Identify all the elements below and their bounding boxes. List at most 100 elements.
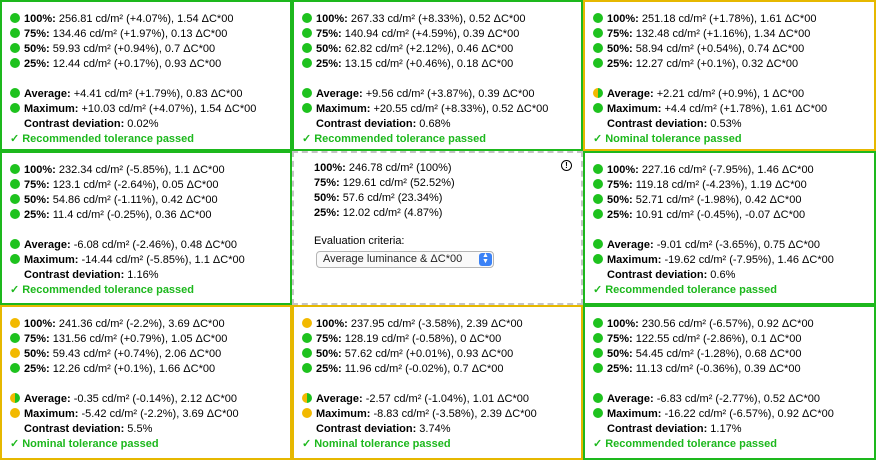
status-dot-icon [593,239,603,249]
maximum-row: Maximum: +20.55 cd/m² (+8.33%), 0.52 ΔC*… [302,103,548,116]
level-row: 50%: 57.62 cd/m² (+0.01%), 0.93 ΔC*00 [302,348,513,361]
level-value: 11.96 cd/m² (-0.02%), 0.7 ΔC*00 [341,363,504,375]
status-dot-icon [593,333,603,343]
level-value: 227.16 cd/m² (-7.95%), 1.46 ΔC*00 [638,164,814,176]
level-value: 140.94 cd/m² (+4.59%), 0.39 ΔC*00 [341,28,520,40]
status-dot-icon [593,164,603,174]
average-row: Average: -2.57 cd/m² (-1.04%), 1.01 ΔC*0… [302,393,529,406]
status-dot-icon [10,209,20,219]
reference-value: 246.78 cd/m² (100%) [345,162,452,174]
reference-row: 100%: 246.78 cd/m² (100%) [314,162,452,175]
contrast-value: 0.53% [707,118,742,130]
contrast-value: 0.02% [124,118,159,130]
criteria-select[interactable]: Average luminance & ΔC*00 ▲ ▼ [316,251,494,268]
contrast-row: Contrast deviation: 5.5% [24,423,152,436]
status-dot-icon [302,13,312,23]
maximum-value: +20.55 cd/m² (+8.33%), 0.52 ΔC*00 [370,103,549,115]
level-value: 241.36 cd/m² (-2.2%), 3.69 ΔC*00 [55,318,225,330]
status-dot-icon [593,254,603,264]
level-label: 50%: [607,43,633,55]
reference-label: 50%: [314,192,340,204]
reference-label: 100%: [314,162,346,174]
status-dot-icon [10,43,20,53]
level-label: 75%: [24,28,50,40]
average-row: Average: -6.83 cd/m² (-2.77%), 0.52 ΔC*0… [593,393,820,406]
maximum-value: -16.22 cd/m² (-6.57%), 0.92 ΔC*00 [661,408,834,420]
level-label: 25%: [24,209,50,221]
contrast-label: Contrast deviation: [607,423,708,435]
measurement-cell: 100%: 237.95 cd/m² (-3.58%), 2.39 ΔC*00 7… [292,305,583,460]
average-value: +2.21 cd/m² (+0.9%), 1 ΔC*00 [653,88,805,100]
average-row: Average: +9.56 cd/m² (+3.87%), 0.39 ΔC*0… [302,88,535,101]
level-row: 25%: 12.44 cd/m² (+0.17%), 0.93 ΔC*00 [10,58,221,71]
tolerance-status: ✓ Recommended tolerance passed [10,284,194,297]
level-row: 50%: 52.71 cd/m² (-1.98%), 0.42 ΔC*00 [593,194,801,207]
level-label: 50%: [316,43,342,55]
level-value: 230.56 cd/m² (-6.57%), 0.92 ΔC*00 [638,318,814,330]
average-label: Average: [24,393,71,405]
level-value: 12.27 cd/m² (+0.1%), 0.32 ΔC*00 [632,58,799,70]
tolerance-status: ✓ Recommended tolerance passed [10,133,194,146]
status-dot-icon [10,318,20,328]
average-label: Average: [316,88,363,100]
level-label: 50%: [607,194,633,206]
maximum-label: Maximum: [607,254,662,266]
level-label: 100%: [24,164,56,176]
contrast-label: Contrast deviation: [24,118,125,130]
reference-label: 25%: [314,207,340,219]
average-row: Average: -9.01 cd/m² (-3.65%), 0.75 ΔC*0… [593,239,820,252]
level-value: 58.94 cd/m² (+0.54%), 0.74 ΔC*00 [632,43,805,55]
tolerance-status: ✓ Recommended tolerance passed [593,284,777,297]
level-value: 251.18 cd/m² (+1.78%), 1.61 ΔC*00 [638,13,817,25]
average-label: Average: [607,88,654,100]
maximum-value: +4.4 cd/m² (+1.78%), 1.61 ΔC*00 [661,103,828,115]
level-value: 62.82 cd/m² (+2.12%), 0.46 ΔC*00 [341,43,514,55]
info-icon[interactable]: ! [561,160,572,171]
level-row: 100%: 230.56 cd/m² (-6.57%), 0.92 ΔC*00 [593,318,814,331]
maximum-value: -14.44 cd/m² (-5.85%), 1.1 ΔC*00 [78,254,245,266]
maximum-label: Maximum: [24,408,79,420]
maximum-value: -8.83 cd/m² (-3.58%), 2.39 ΔC*00 [370,408,537,420]
contrast-value: 1.16% [124,269,159,281]
maximum-label: Maximum: [24,103,79,115]
level-label: 25%: [24,58,50,70]
reference-label: 75%: [314,177,340,189]
level-value: 267.33 cd/m² (+8.33%), 0.52 ΔC*00 [347,13,526,25]
checkmark-icon: ✓ [593,284,603,296]
measurement-cell: 100%: 227.16 cd/m² (-7.95%), 1.46 ΔC*00 7… [583,151,876,305]
level-value: 54.45 cd/m² (-1.28%), 0.68 ΔC*00 [632,348,802,360]
level-row: 25%: 11.13 cd/m² (-0.36%), 0.39 ΔC*00 [593,363,801,376]
level-row: 100%: 232.34 cd/m² (-5.85%), 1.1 ΔC*00 [10,164,225,177]
checkmark-icon: ✓ [302,133,312,145]
level-row: 25%: 11.96 cd/m² (-0.02%), 0.7 ΔC*00 [302,363,504,376]
reference-value: 129.61 cd/m² (52.52%) [339,177,455,189]
status-dot-icon [10,179,20,189]
level-label: 25%: [607,58,633,70]
level-label: 75%: [316,28,342,40]
status-dot-icon [302,408,312,418]
level-row: 50%: 54.86 cd/m² (-1.11%), 0.42 ΔC*00 [10,194,218,207]
contrast-value: 0.6% [707,269,736,281]
tolerance-status-text: Recommended tolerance passed [605,438,778,450]
reference-cell: ! 100%: 246.78 cd/m² (100%) 75%: 129.61 cd… [292,151,583,305]
maximum-label: Maximum: [607,408,662,420]
status-dot-icon [10,13,20,23]
level-value: 122.55 cd/m² (-2.86%), 0.1 ΔC*00 [632,333,802,345]
level-row: 100%: 267.33 cd/m² (+8.33%), 0.52 ΔC*00 [302,13,525,26]
level-row: 100%: 251.18 cd/m² (+1.78%), 1.61 ΔC*00 [593,13,816,26]
contrast-row: Contrast deviation: 0.6% [607,269,735,282]
level-row: 75%: 134.46 cd/m² (+1.97%), 0.13 ΔC*00 [10,28,227,41]
reference-value: 12.02 cd/m² (4.87%) [339,207,443,219]
level-row: 50%: 59.93 cd/m² (+0.94%), 0.7 ΔC*00 [10,43,215,56]
status-dot-icon [10,333,20,343]
criteria-label: Evaluation criteria: [314,235,405,247]
tolerance-status: ✓ Nominal tolerance passed [10,438,159,451]
level-value: 131.56 cd/m² (+0.79%), 1.05 ΔC*00 [49,333,228,345]
level-value: 54.86 cd/m² (-1.11%), 0.42 ΔC*00 [49,194,218,206]
status-dot-icon [302,348,312,358]
status-dot-icon [593,58,603,68]
contrast-value: 0.68% [416,118,451,130]
status-dot-icon [593,408,603,418]
reference-value: 57.6 cd/m² (23.34%) [339,192,443,204]
tolerance-status-text: Recommended tolerance passed [22,284,195,296]
